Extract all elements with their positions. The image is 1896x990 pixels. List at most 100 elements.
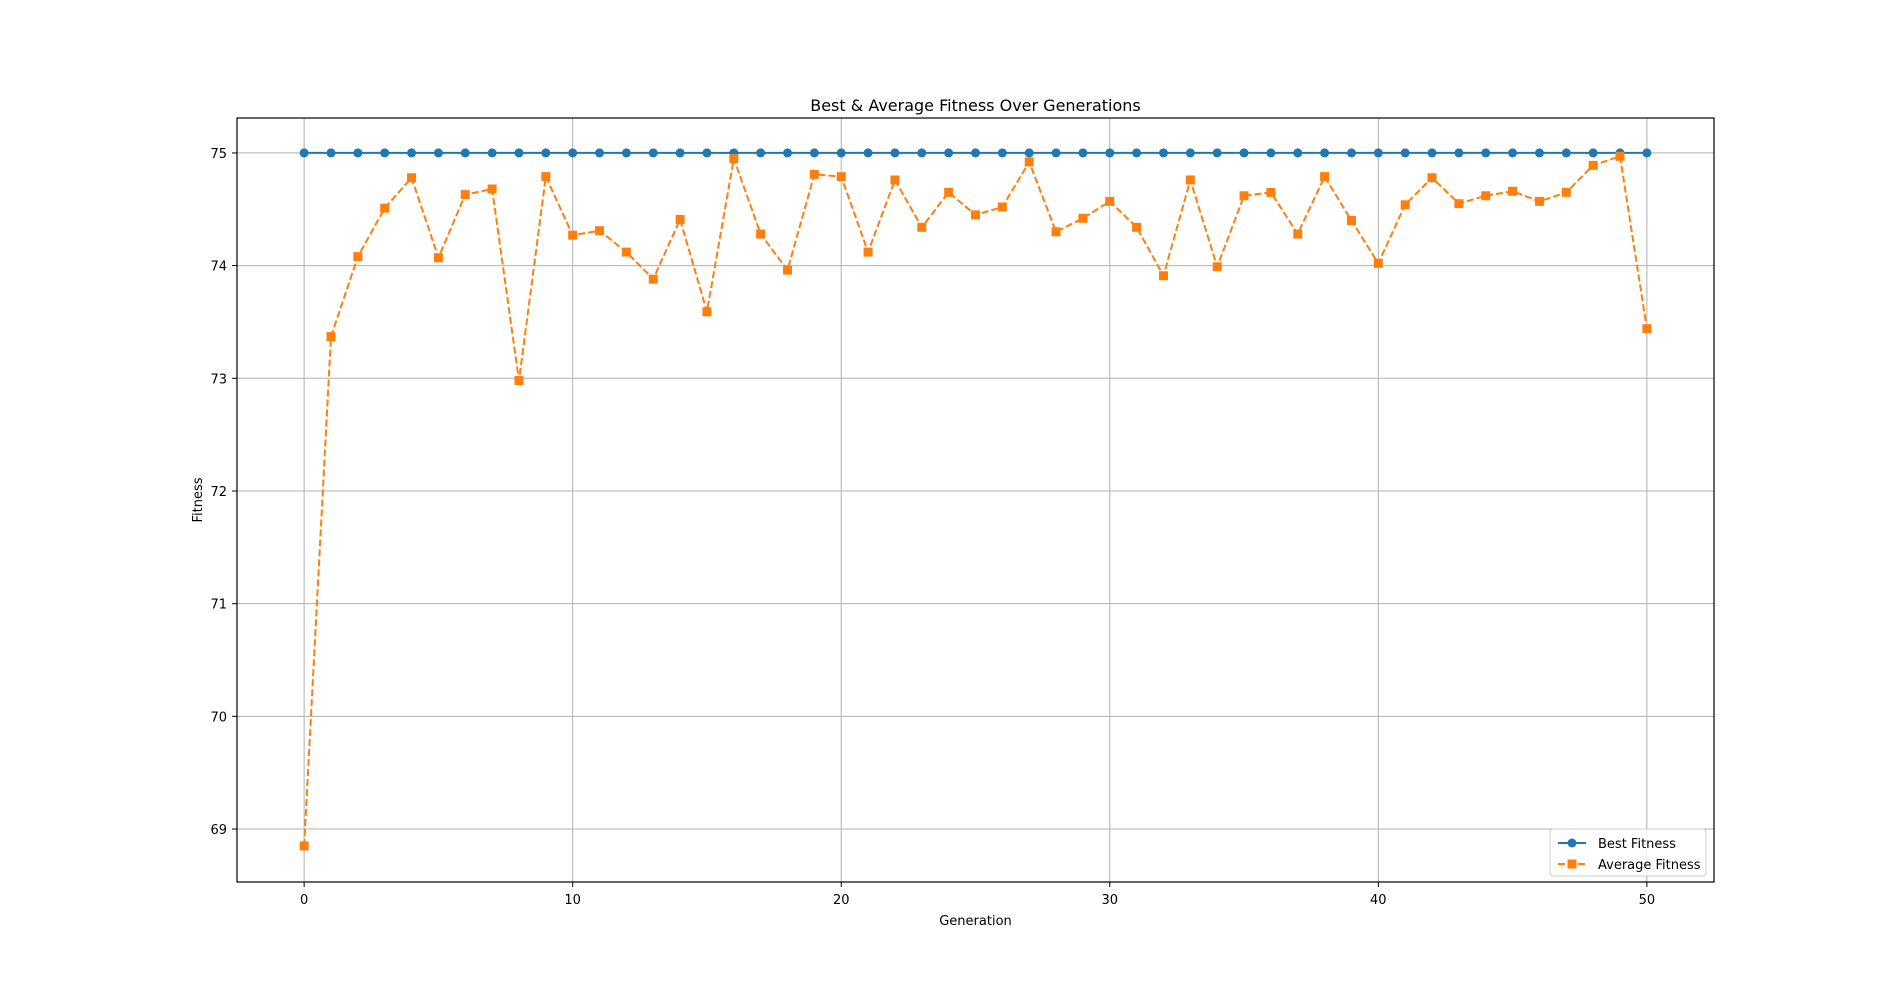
x-tick-label: 50 — [1639, 893, 1656, 908]
y-tick-label: 72 — [210, 485, 227, 500]
chart-title: Best & Average Fitness Over Generations — [810, 96, 1141, 115]
grid-lines — [237, 118, 1714, 882]
average-fitness-point — [863, 247, 873, 257]
best-fitness-point — [648, 148, 658, 158]
average-fitness-point — [433, 253, 443, 263]
legend-average-fitness-marker — [1567, 859, 1577, 869]
average-fitness-point — [1346, 216, 1356, 226]
average-fitness-point — [1588, 160, 1598, 170]
best-fitness-point — [1266, 148, 1276, 158]
average-fitness-point — [1078, 213, 1088, 223]
average-fitness-point — [702, 307, 712, 317]
y-axis-label: Fitness — [191, 477, 206, 522]
series-layer — [299, 148, 1652, 851]
x-tick-label: 0 — [300, 893, 308, 908]
average-fitness-point — [407, 173, 417, 183]
best-fitness-point — [299, 148, 309, 158]
average-fitness-point — [487, 184, 497, 194]
average-fitness-point — [595, 226, 605, 236]
best-fitness-point — [541, 148, 551, 158]
average-fitness-point — [648, 274, 658, 284]
average-fitness-point — [1373, 258, 1383, 268]
average-fitness-point — [729, 154, 739, 164]
average-fitness-point — [756, 229, 766, 239]
best-fitness-point — [917, 148, 927, 158]
best-fitness-point — [836, 148, 846, 158]
legend-best-fitness-label: Best Fitness — [1598, 837, 1676, 852]
average-fitness-point — [836, 172, 846, 182]
average-fitness-point — [1427, 173, 1437, 183]
best-fitness-point — [756, 148, 766, 158]
y-tick-label: 69 — [210, 823, 227, 838]
x-tick-label: 30 — [1101, 893, 1118, 908]
y-tick-label: 71 — [210, 598, 227, 613]
x-axis-label: Generation — [939, 914, 1012, 929]
average-fitness-point — [1534, 196, 1544, 206]
average-fitness-point — [299, 841, 309, 851]
best-fitness-point — [809, 148, 819, 158]
average-fitness-point — [1454, 199, 1464, 209]
best-fitness-point — [1078, 148, 1088, 158]
average-fitness-point — [1239, 191, 1249, 201]
best-fitness-point — [1400, 148, 1410, 158]
best-fitness-point — [380, 148, 390, 158]
best-fitness-point — [1293, 148, 1303, 158]
average-fitness-point — [1293, 229, 1303, 239]
average-fitness-point — [568, 230, 578, 240]
x-tick-label: 40 — [1370, 893, 1387, 908]
average-fitness-point — [809, 169, 819, 179]
average-fitness-point — [621, 247, 631, 257]
average-fitness-point — [1481, 191, 1491, 201]
average-fitness-point — [944, 187, 954, 197]
y-tick-label: 70 — [210, 710, 227, 725]
best-fitness-point — [460, 148, 470, 158]
best-fitness-point — [1024, 148, 1034, 158]
average-fitness-point — [1508, 186, 1518, 196]
best-fitness-point — [1105, 148, 1115, 158]
average-fitness-point — [541, 172, 551, 182]
best-fitness-point — [595, 148, 605, 158]
average-fitness-point — [1158, 271, 1168, 281]
best-fitness-point — [1427, 148, 1437, 158]
best-fitness-point — [997, 148, 1007, 158]
y-tick-label: 75 — [210, 147, 227, 162]
best-fitness-point — [783, 148, 793, 158]
best-fitness-point — [675, 148, 685, 158]
average-fitness-point — [997, 202, 1007, 212]
average-fitness-point — [1185, 175, 1195, 185]
plot-frame — [236, 117, 1715, 883]
average-fitness-point — [353, 252, 363, 262]
legend: Best Fitness Average Fitness — [1549, 828, 1707, 877]
average-fitness-point — [460, 190, 470, 200]
best-fitness-point — [1373, 148, 1383, 158]
average-fitness-point — [1212, 262, 1222, 272]
best-fitness-point — [353, 148, 363, 158]
average-fitness-point — [917, 222, 927, 232]
average-fitness-point — [1642, 324, 1652, 334]
best-fitness-point — [433, 148, 443, 158]
y-tick-label: 74 — [210, 260, 227, 275]
average-fitness-point — [890, 175, 900, 185]
best-fitness-point — [702, 148, 712, 158]
best-fitness-point — [1346, 148, 1356, 158]
best-fitness-point — [1642, 148, 1652, 158]
best-fitness-point — [487, 148, 497, 158]
average-fitness-point — [971, 210, 980, 220]
average-fitness-point — [675, 214, 685, 224]
average-fitness-point — [783, 265, 793, 275]
legend-items: Best Fitness Average Fitness — [1558, 837, 1701, 873]
best-fitness-point — [326, 148, 336, 158]
axis-ticks: 0 10 20 30 40 50 69 70 71 72 73 74 75 — [210, 147, 1655, 908]
best-fitness-point — [1561, 148, 1571, 158]
best-fitness-point — [1508, 148, 1518, 158]
average-fitness-point — [514, 376, 524, 386]
average-fitness-point — [1561, 187, 1571, 197]
average-fitness-point — [1266, 187, 1276, 197]
average-fitness-point — [1400, 200, 1410, 210]
best-fitness-point — [890, 148, 900, 158]
average-fitness-point — [1024, 157, 1034, 167]
x-tick-label: 10 — [564, 893, 581, 908]
average-fitness-point — [1105, 196, 1115, 206]
